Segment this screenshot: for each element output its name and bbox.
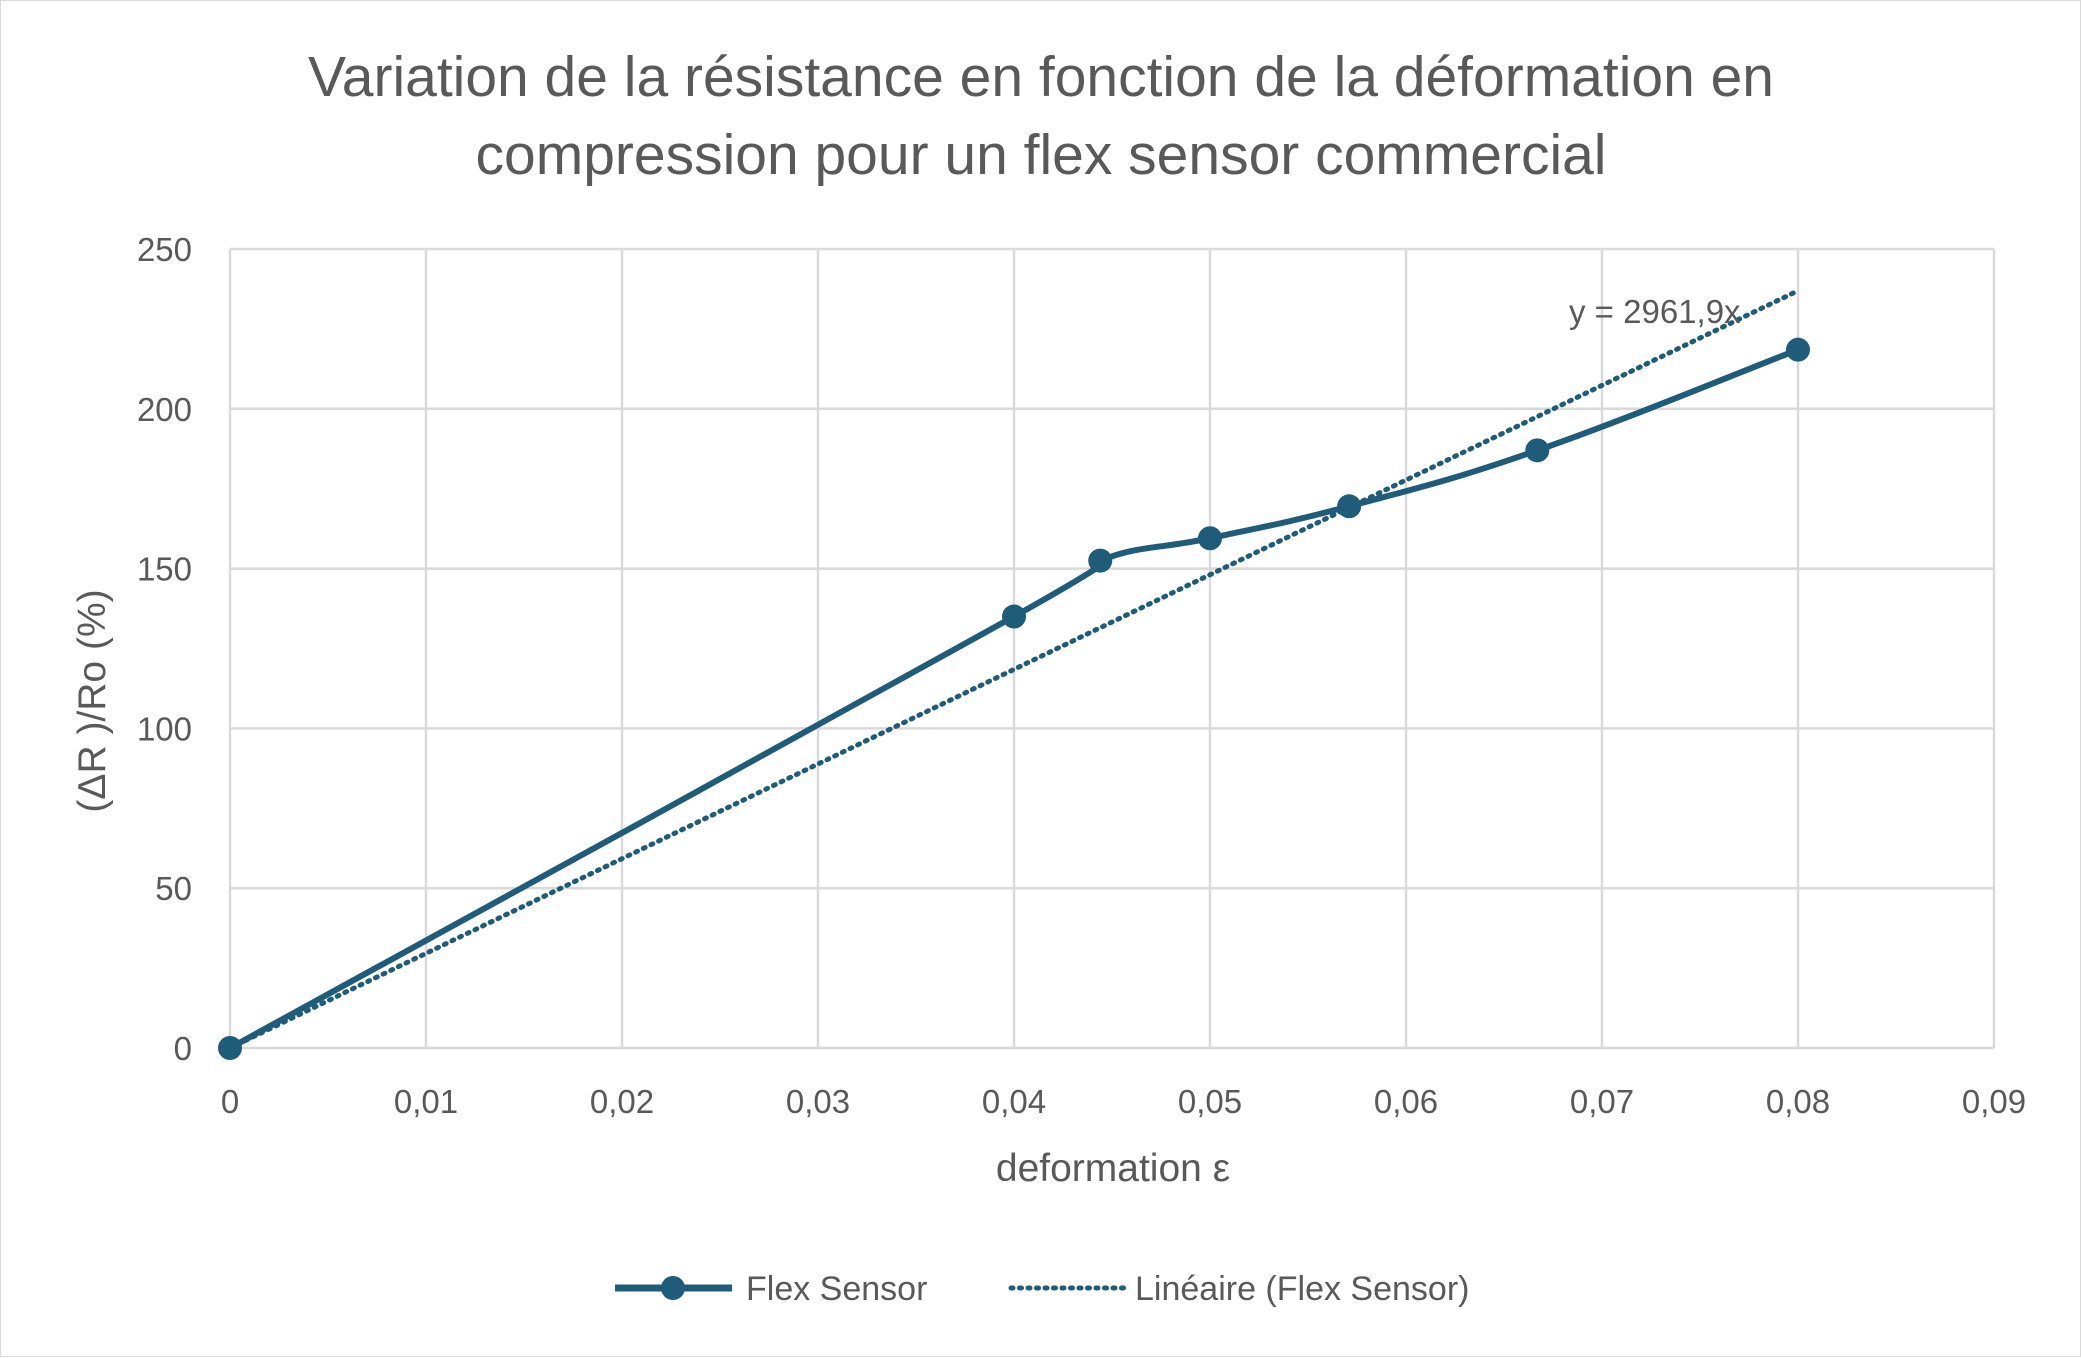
data-point-flex-sensor (1786, 337, 1810, 362)
x-axis-title: deformation ε (996, 1147, 1230, 1190)
y-tick-label: 0 (174, 1030, 192, 1067)
y-tick-label: 50 (155, 870, 192, 907)
x-tick-label: 0,06 (1374, 1083, 1438, 1120)
x-tick-label: 0,05 (1178, 1083, 1242, 1120)
x-tick-label: 0,02 (590, 1083, 654, 1120)
legend-label-flex-sensor: Flex Sensor (746, 1270, 927, 1308)
x-tick-label: 0,07 (1570, 1083, 1634, 1120)
y-tick-label: 250 (137, 231, 192, 268)
x-tick-label: 0,09 (1962, 1083, 2026, 1120)
y-tick-label: 100 (137, 710, 192, 747)
data-point-flex-sensor (1337, 494, 1362, 519)
data-point-flex-sensor (1088, 548, 1113, 573)
chart-title-line-1: Variation de la résistance en fonction d… (308, 45, 1774, 109)
data-point-flex-sensor (1198, 526, 1222, 551)
gridlines (228, 247, 1996, 1050)
legend: Flex Sensor Linéaire (Flex Sensor) (615, 1270, 1469, 1308)
y-axis-tick-labels: 0 50 100 150 200 250 (137, 231, 192, 1067)
x-tick-label: 0,03 (786, 1083, 850, 1120)
x-axis-tick-labels: 0 0,01 0,02 0,03 0,04 0,05 0,06 0,07 0,08 0,09 (221, 1083, 2026, 1120)
trendline-equation-label: y = 2961,9x (1569, 293, 1741, 330)
x-tick-label: 0,04 (982, 1083, 1046, 1120)
x-tick-label: 0,01 (394, 1083, 458, 1120)
legend-label-lineaire: Linéaire (Flex Sensor) (1135, 1270, 1469, 1308)
y-tick-label: 150 (137, 551, 192, 588)
data-point-flex-sensor (1002, 604, 1026, 629)
y-tick-label: 200 (137, 391, 192, 428)
chart-title-line-2: compression pour un flex sensor commerci… (476, 123, 1607, 187)
data-point-flex-sensor (218, 1036, 242, 1060)
data-point-flex-sensor (1525, 438, 1550, 463)
x-tick-label: 0 (221, 1083, 239, 1120)
legend-marker-flex-sensor (661, 1276, 685, 1300)
y-axis-title: (ΔR )/Ro (%) (71, 589, 114, 812)
legend-item-lineaire: Linéaire (Flex Sensor) (1008, 1270, 1469, 1308)
x-tick-label: 0,08 (1766, 1083, 1830, 1120)
series-line-lineaire (227, 288, 1801, 1051)
legend-item-flex-sensor: Flex Sensor (615, 1270, 927, 1308)
plot-area (218, 288, 1810, 1060)
